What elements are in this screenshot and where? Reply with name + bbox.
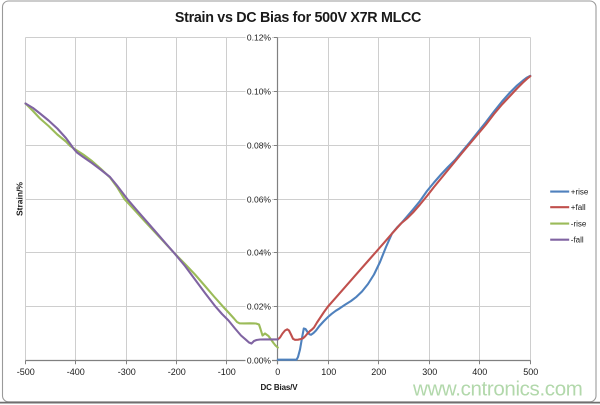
svg-text:Strain/%: Strain/% [15, 182, 25, 216]
svg-text:0.10%: 0.10% [247, 87, 272, 97]
svg-text:0.00%: 0.00% [247, 356, 272, 366]
svg-text:0.12%: 0.12% [247, 33, 272, 43]
svg-text:-300: -300 [118, 367, 136, 377]
svg-text:DC Bias/V: DC Bias/V [261, 383, 299, 392]
svg-text:0.04%: 0.04% [247, 248, 272, 258]
svg-text:100: 100 [321, 367, 336, 377]
svg-text:-200: -200 [168, 367, 186, 377]
svg-text:-100: -100 [218, 367, 236, 377]
svg-text:400: 400 [472, 367, 487, 377]
svg-text:+fall: +fall [571, 203, 586, 212]
svg-text:-400: -400 [67, 367, 85, 377]
svg-text:Strain vs DC Bias for 500V X7R: Strain vs DC Bias for 500V X7R MLCC [175, 10, 421, 26]
svg-text:500: 500 [523, 367, 538, 377]
svg-text:+rise: +rise [571, 188, 589, 197]
svg-text:0: 0 [275, 367, 280, 377]
svg-text:0.02%: 0.02% [247, 302, 272, 312]
svg-text:0.06%: 0.06% [247, 195, 272, 205]
svg-text:200: 200 [371, 367, 386, 377]
svg-text:0.08%: 0.08% [247, 141, 272, 151]
svg-text:-fall: -fall [571, 236, 584, 245]
svg-text:-500: -500 [17, 367, 35, 377]
svg-text:www.cntronics.com: www.cntronics.com [412, 378, 582, 401]
svg-text:-rise: -rise [571, 220, 587, 229]
svg-text:300: 300 [422, 367, 437, 377]
